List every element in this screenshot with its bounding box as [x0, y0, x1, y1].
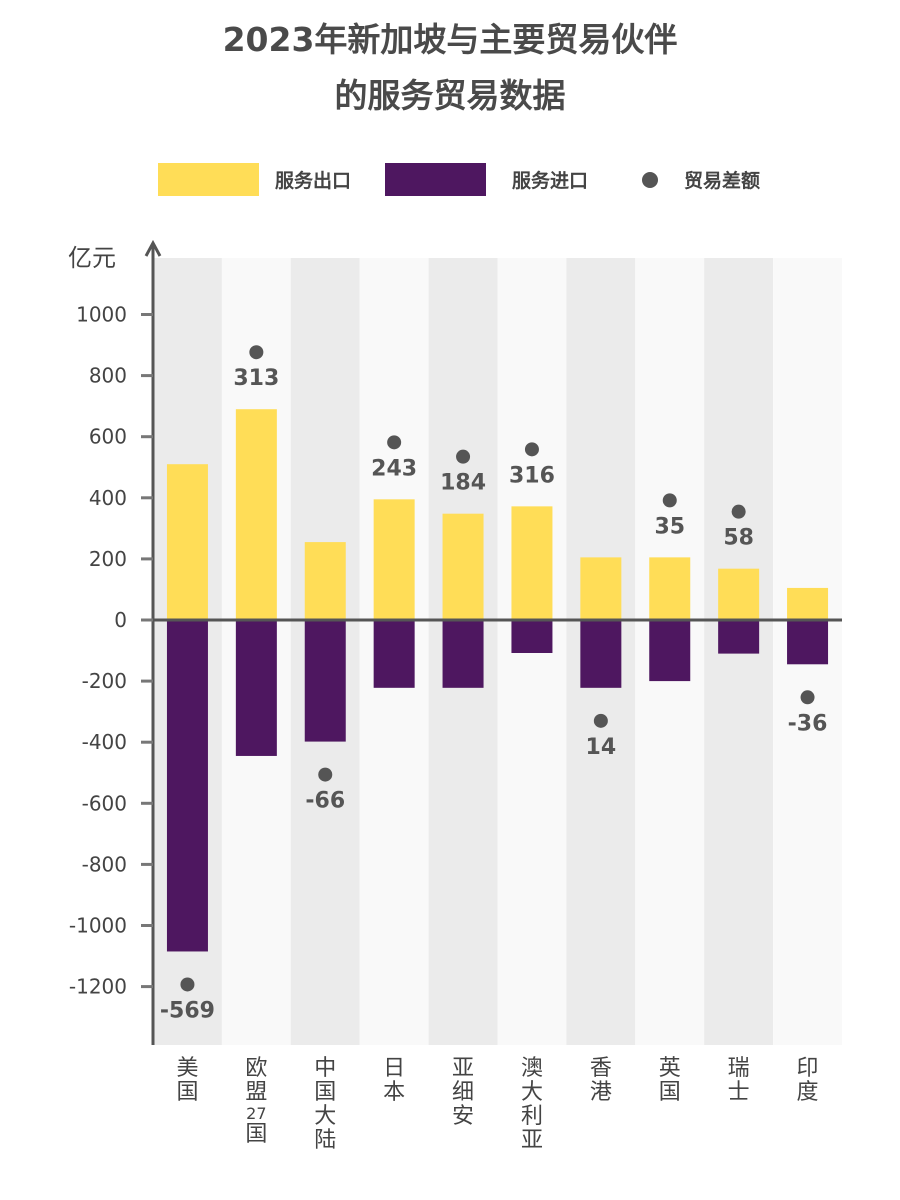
- category-label: 盟: [245, 1080, 267, 1105]
- balance-label: 35: [654, 514, 685, 539]
- category-label: 细: [452, 1080, 474, 1105]
- bar-imports: [166, 620, 208, 952]
- category-label: 本: [383, 1080, 405, 1105]
- y-axis-arrow: [144, 239, 162, 257]
- balance-marker: [456, 449, 471, 464]
- balance-marker: [249, 345, 264, 360]
- bar-imports: [649, 620, 691, 682]
- legend-label-imports: 服务进口: [512, 169, 588, 192]
- category-label: 国: [245, 1122, 267, 1147]
- bar-exports: [373, 499, 415, 620]
- balance-label: -36: [788, 711, 828, 736]
- chart-title-line-1: 2023年新加坡与主要贸易伙伴: [222, 20, 678, 59]
- category-label: 国: [314, 1080, 336, 1105]
- balance-markers: -569 313 -66 243 184 316 14 35 58 -36: [160, 345, 828, 1023]
- balance-label: 243: [371, 456, 417, 481]
- category-label: 日: [383, 1056, 405, 1081]
- legend: 服务出口 服务进口 贸易差额: [158, 163, 760, 196]
- balance-marker: [731, 504, 746, 519]
- balance-label: 14: [586, 735, 617, 760]
- bar-imports: [235, 620, 277, 756]
- bar-exports: [580, 557, 622, 620]
- bar-imports: [511, 620, 553, 653]
- bar-exports: [166, 464, 208, 620]
- axes: [144, 239, 842, 1045]
- bar-imports: [787, 620, 829, 665]
- bar-exports: [304, 542, 346, 620]
- y-tick-label: -1200: [69, 975, 127, 999]
- balance-marker: [662, 493, 677, 508]
- y-tick-label: 800: [89, 364, 127, 388]
- category-label: 安: [452, 1104, 474, 1129]
- y-tick-label: -800: [82, 852, 127, 876]
- bar-exports: [649, 557, 691, 620]
- balance-marker: [318, 767, 333, 782]
- category-label: 亚: [521, 1128, 543, 1153]
- bar-imports: [442, 620, 484, 688]
- legend-marker-balance: [642, 172, 658, 188]
- bar-imports: [580, 620, 622, 688]
- category-label: 欧: [245, 1056, 267, 1081]
- category-label: 大: [521, 1080, 543, 1105]
- category-label: 27: [246, 1104, 266, 1123]
- category-label: 利: [521, 1104, 543, 1129]
- bar-exports: [718, 568, 760, 620]
- category-label: 港: [590, 1080, 612, 1105]
- legend-label-balance: 贸易差额: [684, 169, 760, 192]
- balance-label: 316: [509, 463, 555, 488]
- balance-label: 184: [440, 471, 486, 496]
- bar-imports: [718, 620, 760, 654]
- y-tick-label: -400: [82, 730, 127, 754]
- category-label: 中: [314, 1056, 336, 1081]
- category-label: 大: [314, 1104, 336, 1129]
- bars: [166, 409, 829, 952]
- category-label: 国: [659, 1080, 681, 1105]
- bar-imports: [373, 620, 415, 688]
- category-label: 度: [797, 1080, 819, 1105]
- category-label: 陆: [314, 1128, 336, 1153]
- balance-label: 58: [723, 526, 754, 551]
- y-tick-label: 400: [89, 486, 127, 510]
- y-tick-label: 600: [89, 425, 127, 449]
- y-tick-label: -600: [82, 791, 127, 815]
- bar-exports: [235, 409, 277, 620]
- balance-marker: [524, 442, 539, 457]
- balance-marker: [593, 713, 608, 728]
- legend-swatch-exports: [158, 163, 259, 196]
- bar-imports: [304, 620, 346, 742]
- y-tick-label: 200: [89, 547, 127, 571]
- category-label: 澳: [521, 1056, 543, 1081]
- balance-marker: [800, 690, 815, 705]
- category-label: 英: [659, 1056, 681, 1081]
- legend-swatch-imports: [385, 163, 486, 196]
- bar-exports: [511, 506, 553, 620]
- balance-label: 313: [233, 366, 279, 391]
- y-axis-unit-label: 亿元: [68, 244, 116, 272]
- y-tick-label: 1000: [76, 303, 127, 327]
- bar-exports: [442, 513, 484, 620]
- category-label: 香: [590, 1056, 612, 1081]
- balance-label: -66: [305, 789, 345, 814]
- category-label: 国: [176, 1080, 198, 1105]
- legend-label-exports: 服务出口: [275, 169, 351, 192]
- balance-label: -569: [160, 998, 215, 1023]
- chart-title-line-2: 的服务贸易数据: [334, 76, 566, 115]
- bar-exports: [787, 587, 829, 620]
- category-label: 士: [728, 1080, 750, 1105]
- y-tick-label: 0: [114, 608, 127, 632]
- category-label: 美: [176, 1056, 198, 1081]
- category-label: 亚: [452, 1056, 474, 1081]
- y-tick-label: -200: [82, 669, 127, 693]
- category-label: 瑞: [728, 1056, 750, 1081]
- y-tick-label: -1000: [69, 914, 127, 938]
- balance-marker: [180, 977, 195, 992]
- balance-marker: [387, 435, 402, 450]
- y-axis-ticks: 1000 800 600 400 200 0 -200 -400 -600 -800 -1000 -1…: [69, 303, 153, 999]
- category-label: 印: [797, 1056, 819, 1081]
